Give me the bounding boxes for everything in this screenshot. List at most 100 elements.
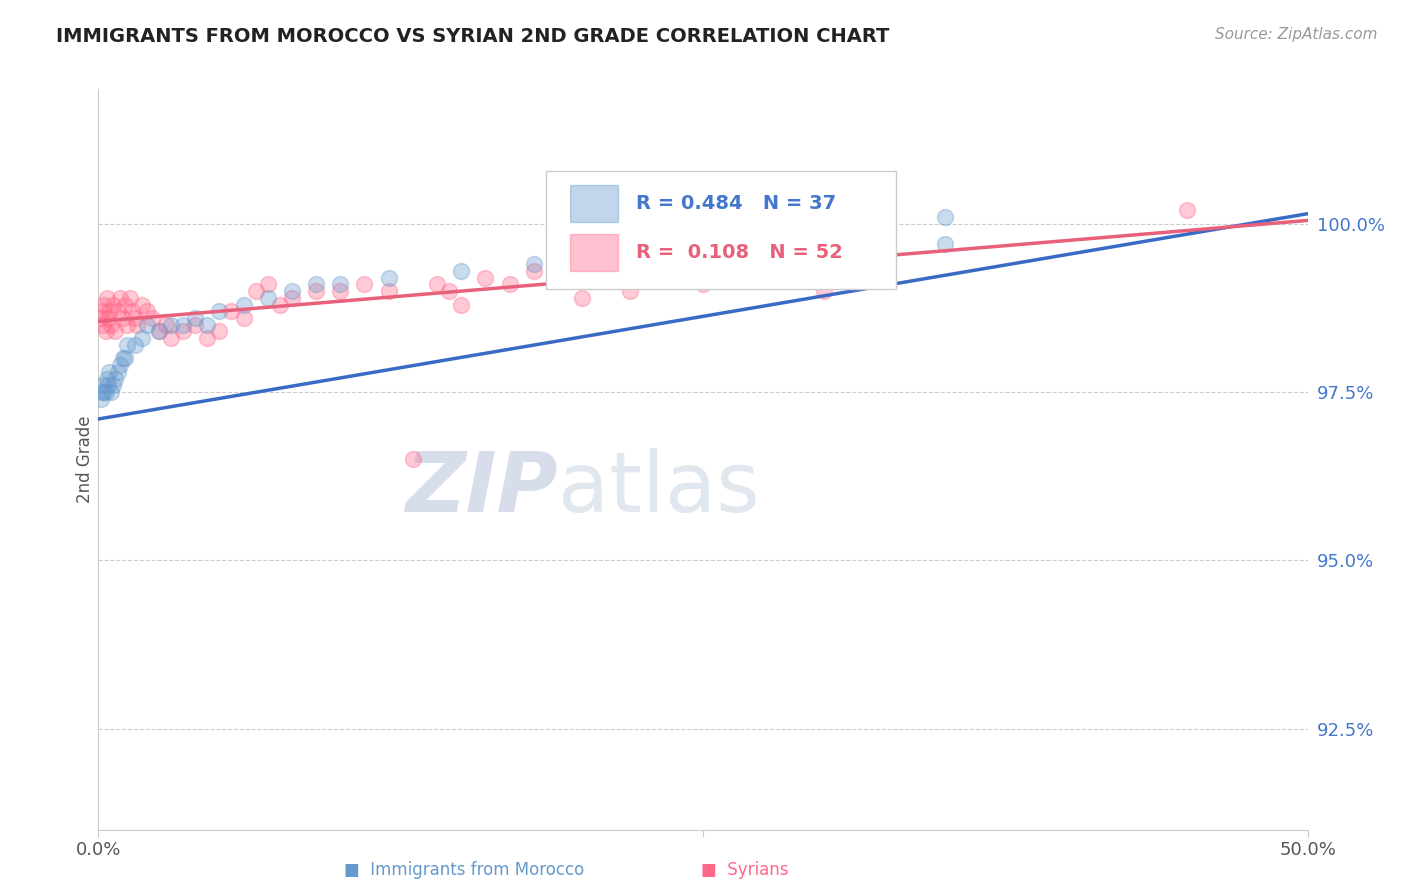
FancyBboxPatch shape bbox=[569, 234, 619, 270]
Point bbox=[135, 304, 157, 318]
Point bbox=[111, 351, 134, 366]
Point bbox=[1175, 203, 1198, 218]
Point bbox=[523, 257, 546, 271]
Point bbox=[934, 237, 956, 252]
Point bbox=[93, 385, 115, 400]
Point bbox=[108, 291, 131, 305]
Point bbox=[98, 304, 121, 318]
Point bbox=[256, 291, 278, 305]
Point bbox=[184, 311, 207, 326]
Point bbox=[437, 284, 460, 298]
Point bbox=[91, 304, 114, 318]
Point bbox=[281, 284, 304, 298]
Point bbox=[148, 325, 170, 339]
FancyBboxPatch shape bbox=[546, 170, 897, 289]
Point bbox=[104, 325, 127, 339]
Point bbox=[245, 284, 267, 298]
Point bbox=[402, 452, 425, 467]
Point bbox=[160, 331, 183, 345]
Point bbox=[474, 270, 496, 285]
Text: ZIP: ZIP bbox=[405, 449, 558, 530]
Text: R =  0.108   N = 52: R = 0.108 N = 52 bbox=[637, 243, 844, 261]
Point bbox=[91, 385, 114, 400]
Point bbox=[208, 325, 231, 339]
Point bbox=[141, 311, 163, 326]
Point bbox=[107, 304, 129, 318]
Point bbox=[450, 264, 472, 278]
Point bbox=[619, 251, 641, 265]
Point bbox=[450, 297, 472, 311]
Point bbox=[98, 365, 121, 379]
Point bbox=[104, 371, 127, 385]
Point bbox=[108, 358, 131, 372]
Point bbox=[232, 297, 254, 311]
Point bbox=[114, 351, 136, 366]
Point bbox=[281, 291, 304, 305]
Point bbox=[121, 304, 143, 318]
Point bbox=[232, 311, 254, 326]
Point bbox=[305, 284, 328, 298]
Point bbox=[195, 331, 218, 345]
Point bbox=[131, 297, 153, 311]
Point bbox=[97, 378, 120, 392]
Point bbox=[813, 284, 835, 298]
Point bbox=[172, 325, 194, 339]
Point bbox=[619, 284, 641, 298]
Point bbox=[124, 338, 146, 352]
Point bbox=[97, 311, 120, 326]
Point bbox=[93, 297, 115, 311]
Point bbox=[571, 291, 593, 305]
Point bbox=[91, 318, 114, 332]
Point bbox=[107, 365, 129, 379]
Point bbox=[353, 277, 375, 292]
Point bbox=[184, 318, 207, 332]
Point bbox=[498, 277, 520, 292]
Point bbox=[100, 385, 122, 400]
Point bbox=[934, 210, 956, 224]
Point bbox=[131, 331, 153, 345]
Point bbox=[101, 297, 124, 311]
Point bbox=[377, 270, 399, 285]
Point bbox=[118, 291, 141, 305]
Point bbox=[269, 297, 291, 311]
Point bbox=[148, 325, 170, 339]
Point bbox=[127, 318, 149, 332]
Point bbox=[91, 378, 114, 392]
Point bbox=[221, 304, 243, 318]
Point bbox=[94, 325, 117, 339]
Point bbox=[765, 244, 787, 258]
Point bbox=[426, 277, 449, 292]
Point bbox=[96, 371, 118, 385]
Point bbox=[377, 284, 399, 298]
Text: atlas: atlas bbox=[558, 449, 759, 530]
Point bbox=[523, 264, 546, 278]
Point bbox=[329, 284, 352, 298]
Point bbox=[305, 277, 328, 292]
Text: ■  Syrians: ■ Syrians bbox=[702, 861, 789, 879]
FancyBboxPatch shape bbox=[569, 186, 619, 222]
Point bbox=[135, 318, 157, 332]
Text: IMMIGRANTS FROM MOROCCO VS SYRIAN 2ND GRADE CORRELATION CHART: IMMIGRANTS FROM MOROCCO VS SYRIAN 2ND GR… bbox=[56, 27, 890, 45]
Point bbox=[195, 318, 218, 332]
Point bbox=[114, 297, 136, 311]
Point bbox=[256, 277, 278, 292]
Point bbox=[96, 291, 118, 305]
Point bbox=[117, 318, 139, 332]
Point bbox=[90, 311, 112, 326]
Point bbox=[160, 318, 183, 332]
Text: Source: ZipAtlas.com: Source: ZipAtlas.com bbox=[1215, 27, 1378, 42]
Point bbox=[172, 318, 194, 332]
Point bbox=[208, 304, 231, 318]
Y-axis label: 2nd Grade: 2nd Grade bbox=[76, 416, 94, 503]
Point bbox=[117, 338, 139, 352]
Point bbox=[100, 318, 122, 332]
Point bbox=[111, 311, 134, 326]
Point bbox=[124, 311, 146, 326]
Point bbox=[94, 385, 117, 400]
Text: R = 0.484   N = 37: R = 0.484 N = 37 bbox=[637, 194, 837, 213]
Point bbox=[155, 318, 177, 332]
Point bbox=[692, 277, 714, 292]
Point bbox=[101, 378, 124, 392]
Point bbox=[90, 392, 112, 406]
Text: ■  Immigrants from Morocco: ■ Immigrants from Morocco bbox=[344, 861, 583, 879]
